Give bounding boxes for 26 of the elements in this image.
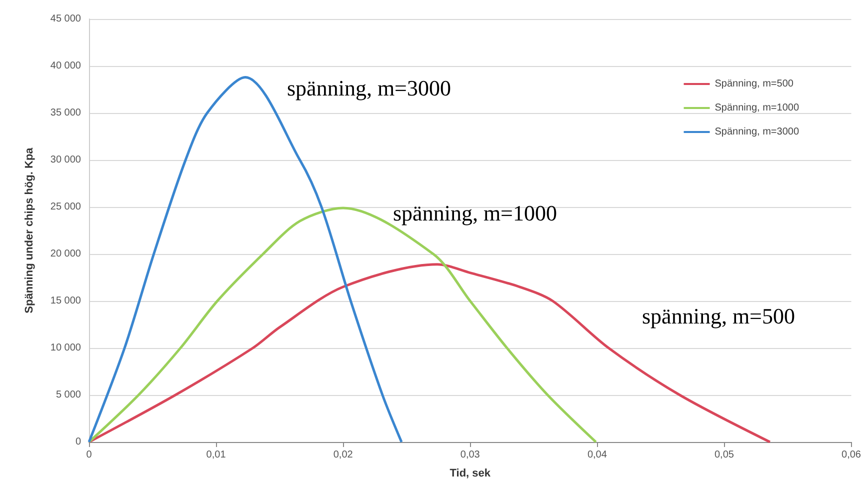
x-tick-label: 0,06 (842, 450, 862, 460)
annotation: spänning, m=1000 (393, 200, 557, 226)
x-tick-label: 0,02 (333, 450, 354, 460)
x-axis-title: Tid, sek (450, 468, 492, 480)
y-tick-label: 40 000 (50, 60, 82, 72)
legend-label: Spänning, m=500 (714, 78, 794, 90)
x-tick-label: 0,05 (714, 450, 734, 460)
y-tick-label: 5 000 (56, 390, 82, 400)
y-tick-label: 25 000 (50, 202, 82, 212)
x-tick-label: 0 (86, 450, 92, 460)
y-axis-title: Spänning under chips hög. Kpa (24, 146, 36, 314)
annotation: spänning, m=3000 (287, 76, 451, 100)
y-tick-label: 20 000 (50, 248, 82, 260)
y-tick-label: 15 000 (50, 296, 82, 306)
x-tick-label: 0,04 (587, 450, 608, 460)
legend-label: Spänning, m=1000 (714, 102, 800, 114)
y-tick-label: 45 000 (50, 14, 82, 24)
y-tick-label: 10 000 (50, 342, 82, 354)
y-tick-label: 0 (75, 436, 82, 448)
x-tick-label: 0,03 (460, 450, 480, 460)
line-series (88, 206, 598, 444)
y-tick-label: 35 000 (50, 108, 82, 118)
legend-label: Spänning, m=3000 (714, 126, 800, 138)
annotation: spänning, m=500 (642, 304, 795, 328)
x-tick-label: 0,01 (206, 450, 226, 460)
y-tick-label: 30 000 (50, 154, 82, 166)
